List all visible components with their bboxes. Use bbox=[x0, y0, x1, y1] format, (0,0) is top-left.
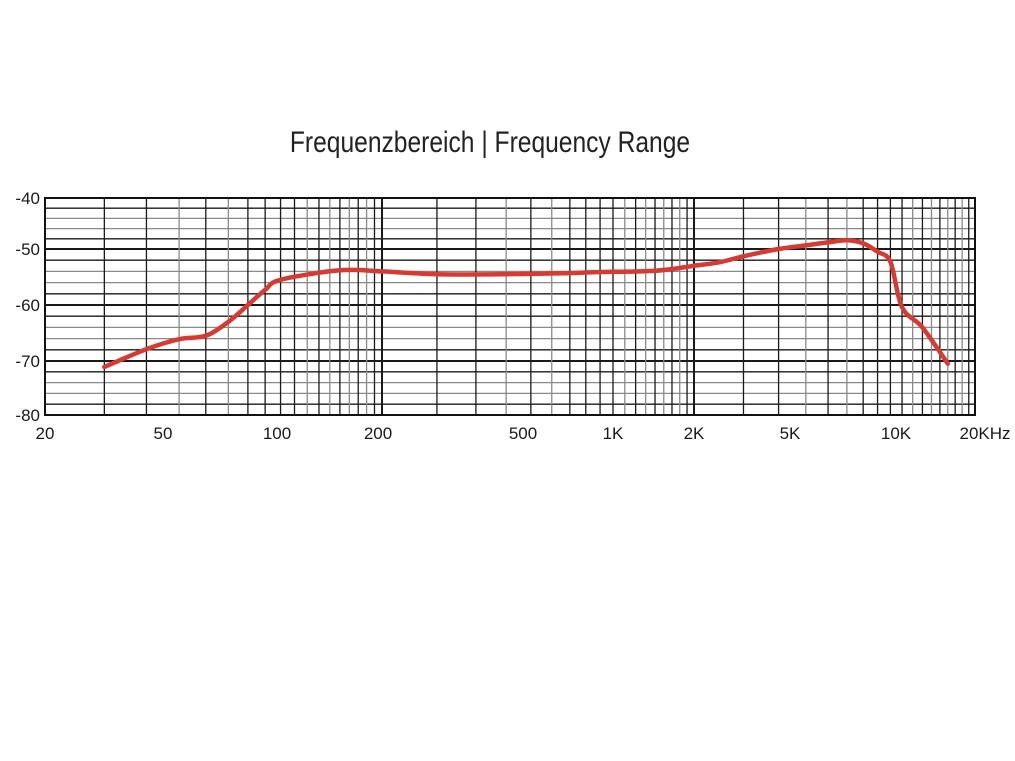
x-tick-label: 100 bbox=[263, 424, 291, 443]
x-tick-label: 10K bbox=[881, 424, 912, 443]
x-tick-label: 50 bbox=[154, 424, 173, 443]
y-tick-label: -50 bbox=[15, 240, 40, 259]
horizontal-gridlines bbox=[45, 207, 975, 405]
x-tick-label: 2K bbox=[684, 424, 705, 443]
y-axis-labels: -40 -50 -60 -70 -80 bbox=[15, 189, 40, 425]
plot-frame bbox=[44, 197, 976, 416]
x-tick-label: 200 bbox=[364, 424, 392, 443]
x-tick-label: 20 bbox=[36, 424, 55, 443]
y-tick-label: -80 bbox=[15, 406, 40, 425]
x-tick-label: 1K bbox=[603, 424, 624, 443]
y-tick-label: -70 bbox=[15, 352, 40, 371]
x-tick-label: 20KHz bbox=[959, 424, 1010, 443]
x-tick-label: 5K bbox=[780, 424, 801, 443]
x-tick-label: 500 bbox=[509, 424, 537, 443]
chart-title: Frequenzbereich | Frequency Range bbox=[289, 126, 691, 159]
y-tick-label: -40 bbox=[15, 189, 40, 208]
x-axis-labels: 20 50 100 200 500 1K 2K 5K 10K 20KHz bbox=[36, 424, 1011, 443]
vertical-gridlines bbox=[103, 198, 970, 415]
y-tick-label: -60 bbox=[15, 296, 40, 315]
response-curve bbox=[102, 238, 951, 370]
